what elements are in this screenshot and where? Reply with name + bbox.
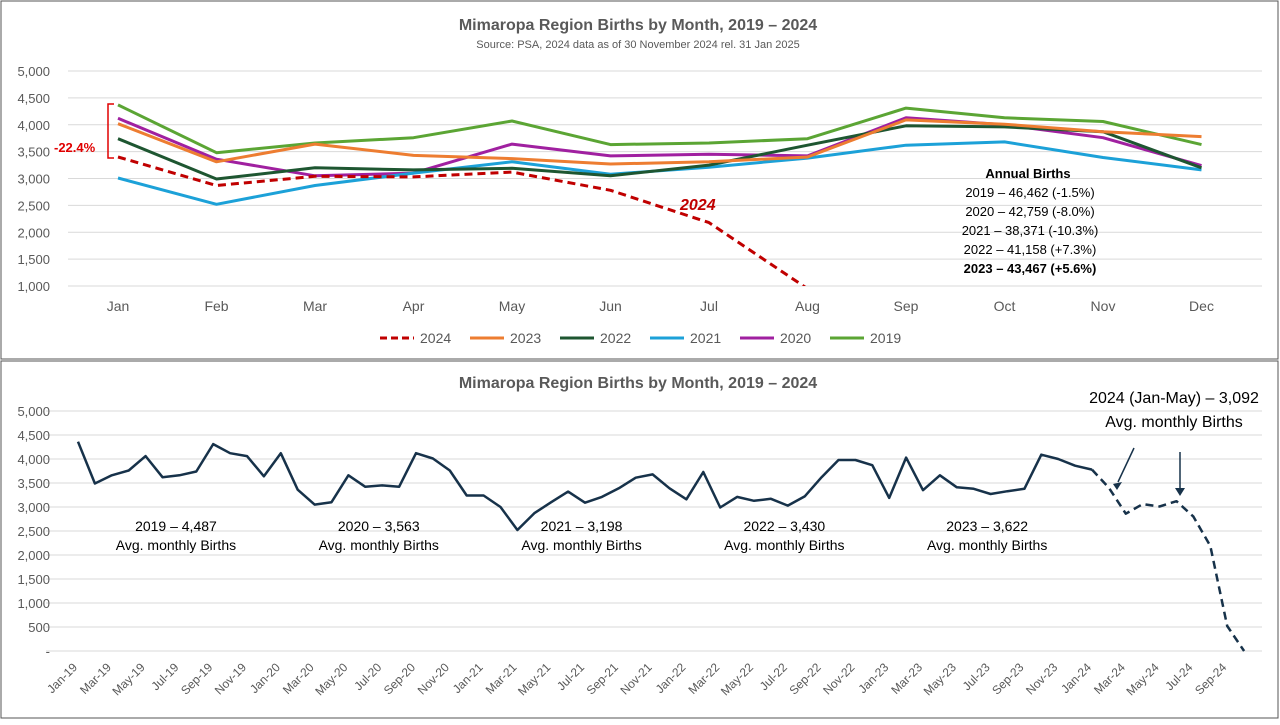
top-y-tick-label: 1,000 (17, 279, 50, 294)
callout-2024-line1: 2024 (Jan-May) – 3,092 (1089, 390, 1259, 407)
top-y-tick-label: 4,500 (17, 91, 50, 106)
legend-label-2023: 2023 (510, 330, 541, 346)
bottom-y-tick-label: 4,500 (17, 428, 50, 443)
callout-arrowhead-may (1175, 488, 1185, 496)
series-line-2024 (117, 155, 807, 286)
top-y-tick-label: 5,000 (17, 64, 50, 79)
top-x-tick-label: Aug (795, 298, 820, 314)
top-x-tick-label: Jul (700, 298, 718, 314)
drop-bracket (107, 103, 114, 159)
series-line-2022 (117, 124, 1203, 181)
legend-label-2024: 2024 (420, 330, 451, 346)
bottom-chart-panel (0, 360, 1279, 719)
top-y-tick-label: 4,000 (17, 118, 50, 133)
annual-births-line: 2022 – 41,158 (+7.3%) (964, 242, 1097, 257)
bottom-y-tick-label: 1,500 (17, 572, 50, 587)
top-x-tick-label: Nov (1091, 298, 1116, 314)
legend-label-2022: 2022 (600, 330, 631, 346)
period-avg-line1: 2019 – 4,487 (135, 518, 217, 534)
period-avg-line2: Avg. monthly Births (319, 537, 439, 553)
top-x-tick-label: May (499, 298, 525, 314)
legend-label-2020: 2020 (780, 330, 811, 346)
monthly-births-line-2024 (1091, 468, 1246, 652)
bottom-y-tick-label: 2,000 (17, 548, 50, 563)
series-label-2024: 2024 (679, 197, 716, 214)
top-x-tick-label: Sep (894, 298, 919, 314)
bottom-y-tick-label: 2,500 (17, 524, 50, 539)
series-line-2023 (117, 118, 1202, 166)
top-x-tick-label: Jan (107, 298, 130, 314)
callout-arrow-jan (1117, 447, 1135, 483)
top-x-tick-label: Mar (303, 298, 327, 314)
bottom-y-tick-label: 3,000 (17, 500, 50, 515)
callout-arrows (1113, 447, 1185, 496)
legend-label-2019: 2019 (870, 330, 901, 346)
period-avg-line2: Avg. monthly Births (521, 537, 641, 553)
bottom-y-tick-label: 500 (28, 620, 50, 635)
bottom-y-tick-label: 1,000 (17, 596, 50, 611)
period-avg-line1: 2020 – 3,563 (338, 518, 420, 534)
drop-label: -22.4% (54, 140, 96, 155)
annual-births-line: 2020 – 42,759 (-8.0%) (965, 204, 1094, 219)
top-y-tick-label: 2,000 (17, 225, 50, 240)
top-x-tick-label: Apr (403, 298, 425, 314)
bottom-y-tick-label: 3,500 (17, 476, 50, 491)
bottom-y-tick-label: - (46, 644, 50, 659)
period-avg-line1: 2021 – 3,198 (541, 518, 623, 534)
top-chart-subtitle: Source: PSA, 2024 data as of 30 November… (476, 39, 800, 51)
legend-label-2021: 2021 (690, 330, 721, 346)
top-y-tick-label: 1,500 (17, 252, 50, 267)
top-chart-panel (0, 0, 1279, 360)
top-x-tick-label: Feb (204, 298, 228, 314)
monthly-births-line (76, 441, 1093, 532)
bottom-y-tick-label: 4,000 (17, 452, 50, 467)
top-y-tick-label: 2,500 (17, 198, 50, 213)
annual-births-line: 2023 – 43,467 (+5.6%) (964, 261, 1097, 276)
top-x-tick-label: Dec (1189, 298, 1214, 314)
bottom-chart-title: Mimaropa Region Births by Month, 2019 – … (459, 375, 817, 392)
annual-births-line: 2021 – 38,371 (-10.3%) (962, 223, 1099, 238)
period-avg-line1: 2022 – 3,430 (743, 518, 825, 534)
top-y-tick-label: 3,000 (17, 172, 50, 187)
annual-births-title: Annual Births (985, 166, 1070, 181)
top-chart-title: Mimaropa Region Births by Month, 2019 – … (459, 17, 817, 34)
period-avg-line2: Avg. monthly Births (724, 537, 844, 553)
top-x-tick-label: Jun (599, 298, 622, 314)
annual-births-line: 2019 – 46,462 (-1.5%) (965, 185, 1094, 200)
bottom-y-tick-label: 5,000 (17, 404, 50, 419)
period-avg-line2: Avg. monthly Births (927, 537, 1047, 553)
top-y-tick-label: 3,500 (17, 145, 50, 160)
callout-arrowhead-jan (1113, 482, 1122, 490)
series-line-2019 (117, 103, 1202, 155)
top-x-tick-label: Oct (994, 298, 1016, 314)
period-avg-line2: Avg. monthly Births (116, 537, 236, 553)
period-avg-line1: 2023 – 3,622 (946, 518, 1028, 534)
callout-2024-line2: Avg. monthly Births (1105, 414, 1243, 431)
